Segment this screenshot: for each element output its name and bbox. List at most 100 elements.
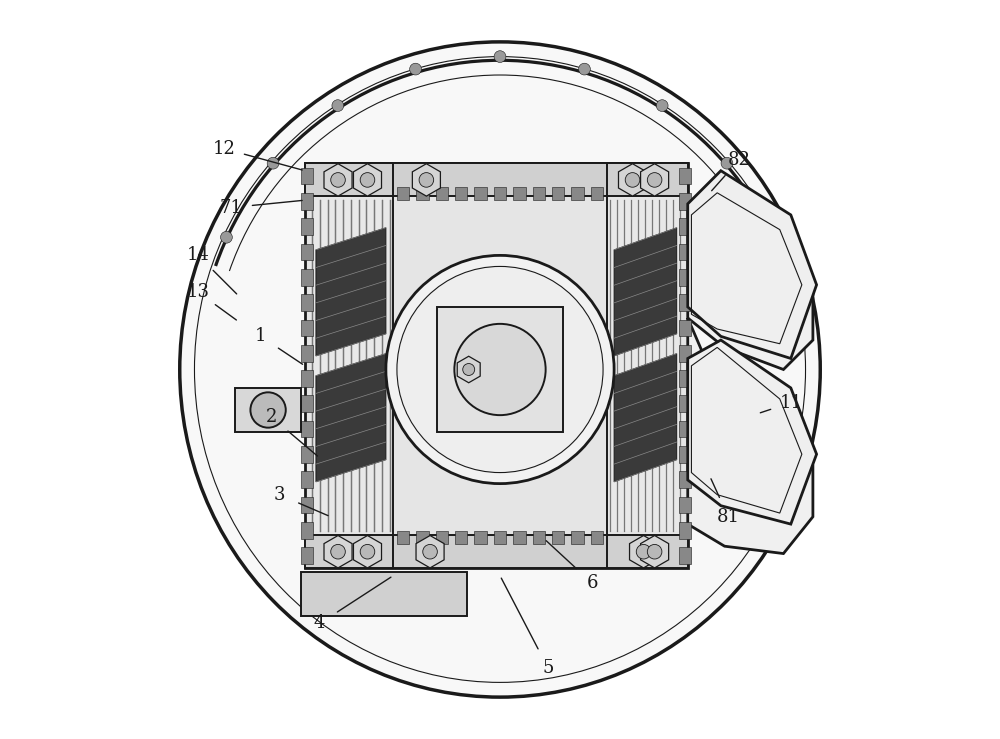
Bar: [397, 531, 409, 545]
Bar: [679, 420, 691, 437]
Bar: [474, 531, 487, 545]
Polygon shape: [353, 164, 382, 196]
Bar: [513, 531, 526, 545]
Bar: [679, 244, 691, 260]
Bar: [571, 187, 584, 200]
Bar: [513, 187, 526, 200]
Polygon shape: [630, 536, 658, 568]
Polygon shape: [305, 163, 688, 568]
Bar: [679, 471, 691, 488]
Bar: [301, 319, 313, 336]
Circle shape: [267, 157, 279, 169]
Bar: [235, 388, 301, 432]
Circle shape: [625, 173, 640, 187]
Polygon shape: [641, 536, 669, 568]
Bar: [679, 269, 691, 285]
Text: 82: 82: [728, 151, 751, 168]
Bar: [679, 497, 691, 514]
Polygon shape: [412, 164, 440, 196]
Bar: [301, 471, 313, 488]
Polygon shape: [457, 356, 480, 383]
Bar: [679, 370, 691, 386]
Bar: [301, 522, 313, 539]
Bar: [301, 168, 313, 184]
Circle shape: [360, 545, 375, 559]
Bar: [312, 200, 390, 531]
Polygon shape: [437, 307, 563, 432]
Bar: [679, 345, 691, 361]
Bar: [301, 497, 313, 514]
Polygon shape: [324, 164, 352, 196]
Bar: [301, 446, 313, 463]
Bar: [679, 522, 691, 539]
Polygon shape: [614, 228, 677, 356]
Circle shape: [636, 545, 651, 559]
Bar: [301, 572, 467, 616]
Text: 12: 12: [212, 140, 235, 157]
Bar: [301, 420, 313, 437]
Circle shape: [656, 100, 668, 112]
Polygon shape: [305, 163, 688, 197]
Polygon shape: [416, 536, 444, 568]
Bar: [436, 187, 448, 200]
Circle shape: [331, 545, 345, 559]
Bar: [416, 187, 429, 200]
Circle shape: [463, 364, 475, 375]
Bar: [679, 548, 691, 564]
Circle shape: [419, 173, 434, 187]
Bar: [301, 345, 313, 361]
Polygon shape: [305, 535, 688, 568]
Bar: [474, 187, 487, 200]
Bar: [679, 319, 691, 336]
Bar: [679, 218, 691, 235]
Bar: [591, 187, 603, 200]
Bar: [455, 187, 467, 200]
Polygon shape: [324, 536, 352, 568]
Bar: [301, 370, 313, 386]
Bar: [416, 531, 429, 545]
Text: 6: 6: [586, 574, 598, 592]
Bar: [301, 395, 313, 412]
Bar: [571, 531, 584, 545]
Text: 11: 11: [779, 394, 802, 412]
Bar: [552, 187, 564, 200]
Circle shape: [647, 545, 662, 559]
Text: 2: 2: [266, 409, 277, 426]
Polygon shape: [688, 171, 817, 358]
Circle shape: [423, 545, 437, 559]
Bar: [679, 446, 691, 463]
Polygon shape: [353, 536, 382, 568]
Bar: [494, 531, 506, 545]
Circle shape: [386, 256, 614, 483]
Circle shape: [332, 100, 344, 112]
Text: 5: 5: [542, 658, 554, 677]
Bar: [301, 548, 313, 564]
Polygon shape: [688, 178, 813, 554]
Text: 3: 3: [273, 486, 285, 504]
Text: 81: 81: [717, 508, 740, 525]
Bar: [301, 294, 313, 311]
Bar: [397, 187, 409, 200]
Circle shape: [579, 64, 590, 75]
Bar: [301, 193, 313, 210]
Circle shape: [360, 173, 375, 187]
Bar: [679, 193, 691, 210]
Bar: [533, 187, 545, 200]
Bar: [301, 269, 313, 285]
Bar: [591, 531, 603, 545]
Bar: [679, 395, 691, 412]
Text: 71: 71: [220, 199, 243, 217]
Bar: [679, 168, 691, 184]
Circle shape: [397, 267, 603, 472]
Bar: [610, 200, 680, 531]
Bar: [679, 294, 691, 311]
Circle shape: [721, 157, 733, 169]
Polygon shape: [316, 228, 386, 356]
Polygon shape: [618, 164, 647, 196]
Circle shape: [221, 231, 232, 243]
Polygon shape: [688, 340, 817, 524]
Circle shape: [494, 51, 506, 63]
Circle shape: [410, 64, 421, 75]
Bar: [301, 244, 313, 260]
Bar: [533, 531, 545, 545]
